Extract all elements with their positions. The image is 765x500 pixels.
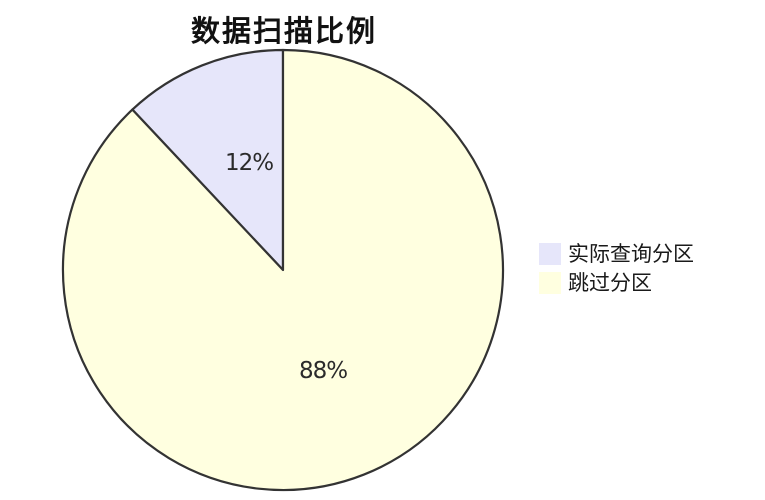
legend-label-skipped: 跳过分区	[568, 271, 652, 295]
chart-title: 数据扫描比例	[190, 14, 377, 48]
legend-swatch-actual-query-icon	[539, 243, 561, 265]
legend-label-actual-query: 实际查询分区	[568, 242, 694, 266]
legend-item-actual-query: 实际查询分区	[539, 243, 694, 265]
pie-percent-label-actual-query: 12%	[225, 150, 273, 176]
pie-percent-label-skipped: 88%	[299, 358, 347, 384]
legend-item-skipped: 跳过分区	[539, 272, 694, 294]
legend-swatch-skipped-icon	[539, 272, 561, 294]
pie-slice-actual-query-partitions[interactable]	[131, 48, 285, 272]
legend: 实际查询分区 跳过分区	[539, 243, 694, 301]
pie-slice-skipped-partitions[interactable]	[61, 48, 505, 492]
